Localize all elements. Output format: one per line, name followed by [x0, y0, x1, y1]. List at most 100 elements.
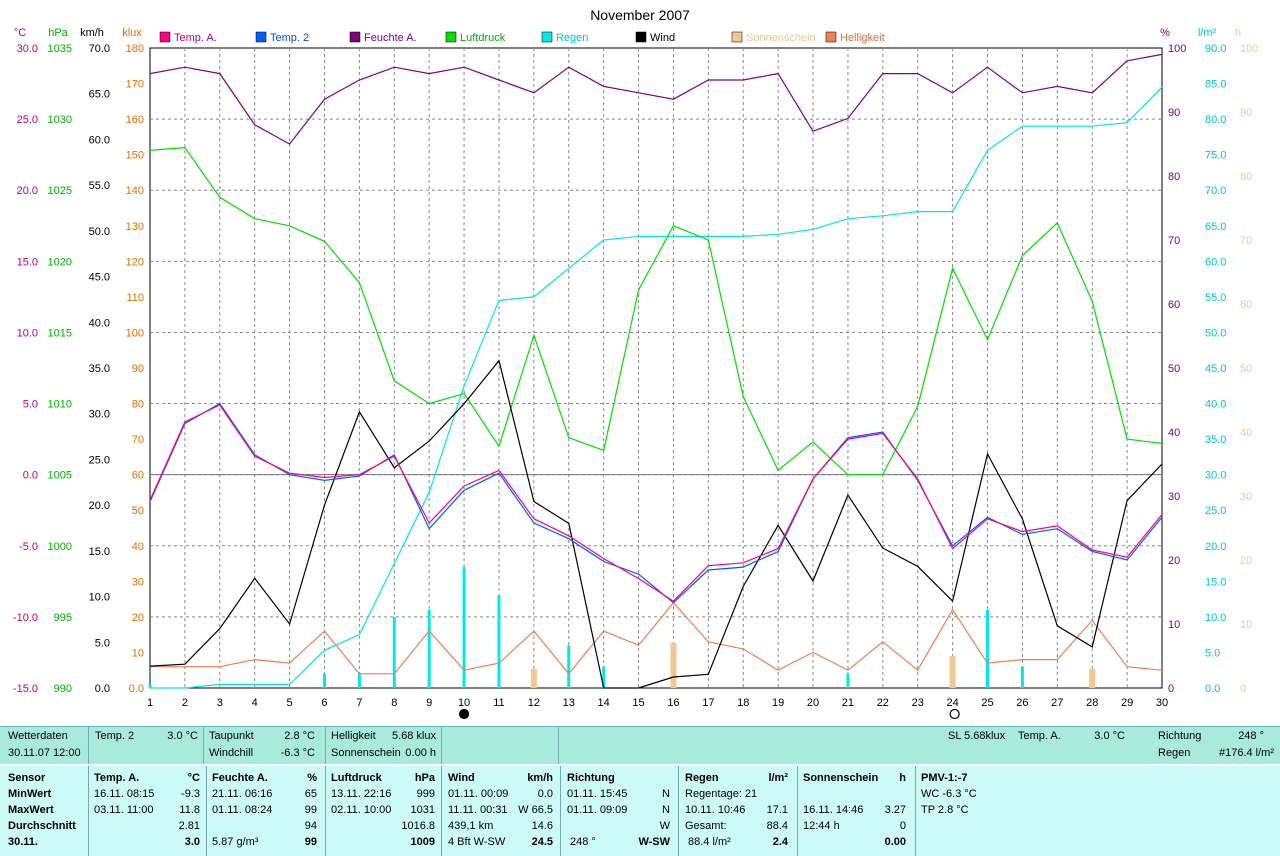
right-tick-label: 80.0: [1205, 114, 1226, 126]
right-tick-label: 80: [1240, 171, 1252, 183]
rain-bar: [357, 673, 361, 688]
left-tick-label: 15.0: [17, 256, 38, 268]
sonne-unit: h: [899, 772, 906, 784]
rain-bar: [392, 616, 396, 688]
tempa-label: Temp. A.: [1018, 730, 1061, 742]
right-tick-label: 25.0: [1205, 505, 1226, 517]
statistics-table: Sensor MinWert MaxWert Durchschnitt 30.1…: [0, 766, 1280, 856]
right-tick-label: 60.0: [1205, 256, 1226, 268]
wind-current: 24.5: [531, 836, 553, 848]
left-tick-label: 65.0: [89, 89, 110, 101]
x-tick-label: 27: [1051, 697, 1063, 709]
richtung-min-time: 01.11. 15:45: [567, 788, 628, 800]
right-axis-unit: h: [1235, 27, 1241, 39]
series-line-temp-2: [149, 402, 1163, 604]
right-axis-unit: %: [1160, 27, 1170, 39]
left-tick-label: 1025: [48, 185, 72, 197]
sonnenschein-value: 0.00 h: [405, 747, 436, 759]
rain-bar: [567, 645, 571, 688]
x-tick-label: 20: [807, 697, 819, 709]
x-tick-label: 25: [981, 697, 993, 709]
pmv-windchill: WC -6.3 °C: [921, 788, 977, 800]
richtung-header: Richtung: [567, 772, 615, 784]
wind-max-time: 11.11. 00:31: [448, 804, 508, 816]
left-tick-label: -15.0: [13, 683, 38, 695]
left-tick-label: 5.0: [23, 399, 38, 411]
sun-bar: [1089, 668, 1096, 688]
wind-unit: km/h: [527, 772, 553, 784]
legend-swatch: [825, 31, 837, 43]
legend-label: Luftdruck: [460, 32, 506, 44]
left-tick-label: 20.0: [89, 500, 110, 512]
feuchte-current: 99: [304, 836, 317, 848]
left-tick-label: 30.0: [17, 43, 38, 55]
tempa-min-time: 16.11. 08:15: [94, 788, 155, 800]
left-tick-label: 10.0: [89, 592, 110, 604]
left-tick-label: 70.0: [89, 43, 110, 55]
legend-label: Sonnenschein: [746, 32, 816, 44]
right-tick-label: 5.0: [1205, 647, 1220, 659]
left-tick-label: 1030: [48, 114, 72, 126]
right-tick-label: 30.0: [1205, 470, 1226, 482]
left-tick-label: 25.0: [17, 114, 38, 126]
legend-label: Feuchte A.: [364, 32, 417, 44]
rain-bar: [148, 684, 152, 688]
right-tick-label: 10: [1168, 619, 1180, 631]
left-axis-unit: °C: [14, 27, 26, 39]
wind-header: Wind: [448, 772, 475, 784]
left-tick-label: 1010: [48, 399, 72, 411]
regen-unit: l/m²: [768, 772, 788, 784]
sonne-avg: 0: [899, 820, 906, 832]
richtung-avg: W: [659, 820, 670, 832]
left-tick-label: -5.0: [19, 541, 38, 553]
regen-max-time: 10.11. 10:46: [685, 804, 746, 816]
x-tick-label: 3: [217, 697, 223, 709]
regen-tage: Regentage: 21: [685, 788, 758, 800]
left-tick-label: 5.0: [95, 637, 110, 649]
regen-gesamt: 88.4: [766, 820, 788, 832]
right-tick-label: 0: [1240, 683, 1246, 695]
richtung-degrees: 248 °: [570, 836, 596, 848]
right-tick-label: 70: [1240, 235, 1252, 247]
right-tick-label: 30: [1240, 491, 1252, 503]
x-tick-label: 10: [458, 697, 470, 709]
x-tick-label: 16: [667, 697, 679, 709]
x-tick-label: 24: [946, 697, 958, 709]
right-tick-label: 20.0: [1205, 541, 1226, 553]
sonne-header: Sonnenschein: [803, 772, 879, 784]
left-tick-label: 35.0: [89, 363, 110, 375]
series-line-luftdruck: [149, 146, 1163, 476]
regen-label: Regen: [1158, 747, 1191, 759]
regen-gesamt-label: Gesamt:: [685, 820, 727, 832]
legend-swatch: [255, 31, 267, 43]
x-tick-label: 1: [147, 697, 153, 709]
left-tick-label: 130: [126, 221, 144, 233]
legend-swatch: [635, 31, 647, 43]
left-tick-label: 50: [132, 505, 144, 517]
wind-beaufort: 4 Bft W-SW: [448, 836, 506, 848]
sonnenschein-label: Sonnenschein: [331, 747, 401, 759]
right-axis-unit: l/m²: [1198, 27, 1217, 39]
rain-bar: [462, 567, 466, 688]
left-tick-label: 995: [54, 612, 72, 624]
left-tick-label: 30.0: [89, 409, 110, 421]
left-tick-label: 80: [132, 399, 144, 411]
right-tick-label: 40: [1240, 427, 1252, 439]
legend-label: Temp. 2: [270, 32, 309, 44]
left-tick-label: 0.0: [129, 683, 144, 695]
left-tick-label: 50.0: [89, 226, 110, 238]
sl-value: SL 5.68klux: [948, 730, 1006, 742]
x-tick-label: 6: [321, 697, 327, 709]
legend-swatch: [541, 31, 553, 43]
right-tick-label: 90.0: [1205, 43, 1226, 55]
rain-bar: [322, 673, 326, 688]
right-tick-label: 45.0: [1205, 363, 1226, 375]
right-tick-label: 70: [1168, 235, 1180, 247]
luftdruck-avg: 1016.8: [401, 820, 435, 832]
left-axis-unit: hPa: [48, 27, 68, 39]
right-tick-label: 30: [1168, 491, 1180, 503]
right-tick-label: 85.0: [1205, 79, 1226, 91]
x-tick-label: 4: [252, 697, 258, 709]
left-tick-label: 40: [132, 541, 144, 553]
